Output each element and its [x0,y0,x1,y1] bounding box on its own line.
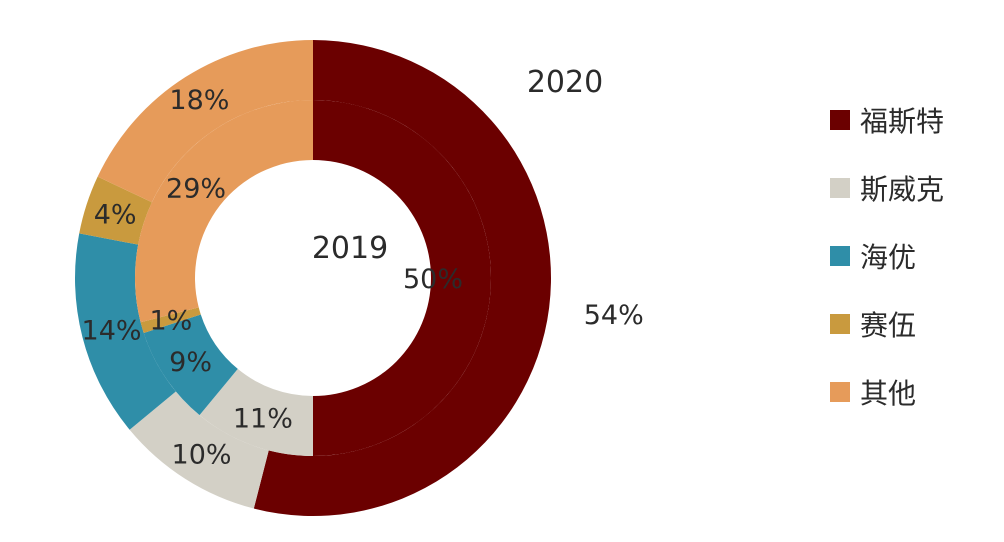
legend-swatch-3 [830,314,850,334]
slice-inner-3 [140,307,201,334]
legend-label-4: 其他 [860,377,916,410]
ring-2019 [134,100,491,456]
data-label-inner-4: 29% [166,173,226,204]
legend-label-1: 斯威克 [860,173,944,206]
slice-inner-4 [134,100,313,323]
outer-ring-year-label: 2020 [527,65,603,100]
labels-2020: 54% 10% 14% 4% 18% [82,85,644,471]
data-label-inner-3: 1% [149,305,192,336]
legend-label-0: 福斯特 [860,105,944,138]
data-label-inner-2: 9% [169,347,212,378]
slice-outer-4 [97,40,314,203]
slice-inner-2 [143,314,238,416]
slice-outer-3 [79,176,152,245]
data-label-outer-2: 14% [82,316,142,347]
legend-label-2: 海优 [860,241,916,274]
data-label-outer-3: 4% [94,200,137,231]
legend-swatch-2 [830,246,850,266]
slice-outer-2 [75,233,176,430]
labels-2019: 50% 11% 9% 1% 29% [149,173,463,434]
legend-swatch-4 [830,382,850,402]
data-label-inner-1: 11% [233,403,293,434]
data-label-outer-1: 10% [172,440,232,471]
slice-inner-1 [199,368,313,456]
ring-2020 [75,40,551,516]
legend-swatch-0 [830,110,850,130]
slice-outer-1 [129,391,269,509]
inner-ring-year-label: 2019 [312,231,388,266]
data-label-outer-0: 54% [584,300,644,331]
data-label-inner-0: 50% [403,264,463,295]
slice-inner-0 [313,100,491,456]
legend-label-3: 赛伍 [860,309,916,342]
legend-swatch-1 [830,178,850,198]
data-label-outer-4: 18% [169,85,229,116]
slice-outer-0 [253,40,551,516]
